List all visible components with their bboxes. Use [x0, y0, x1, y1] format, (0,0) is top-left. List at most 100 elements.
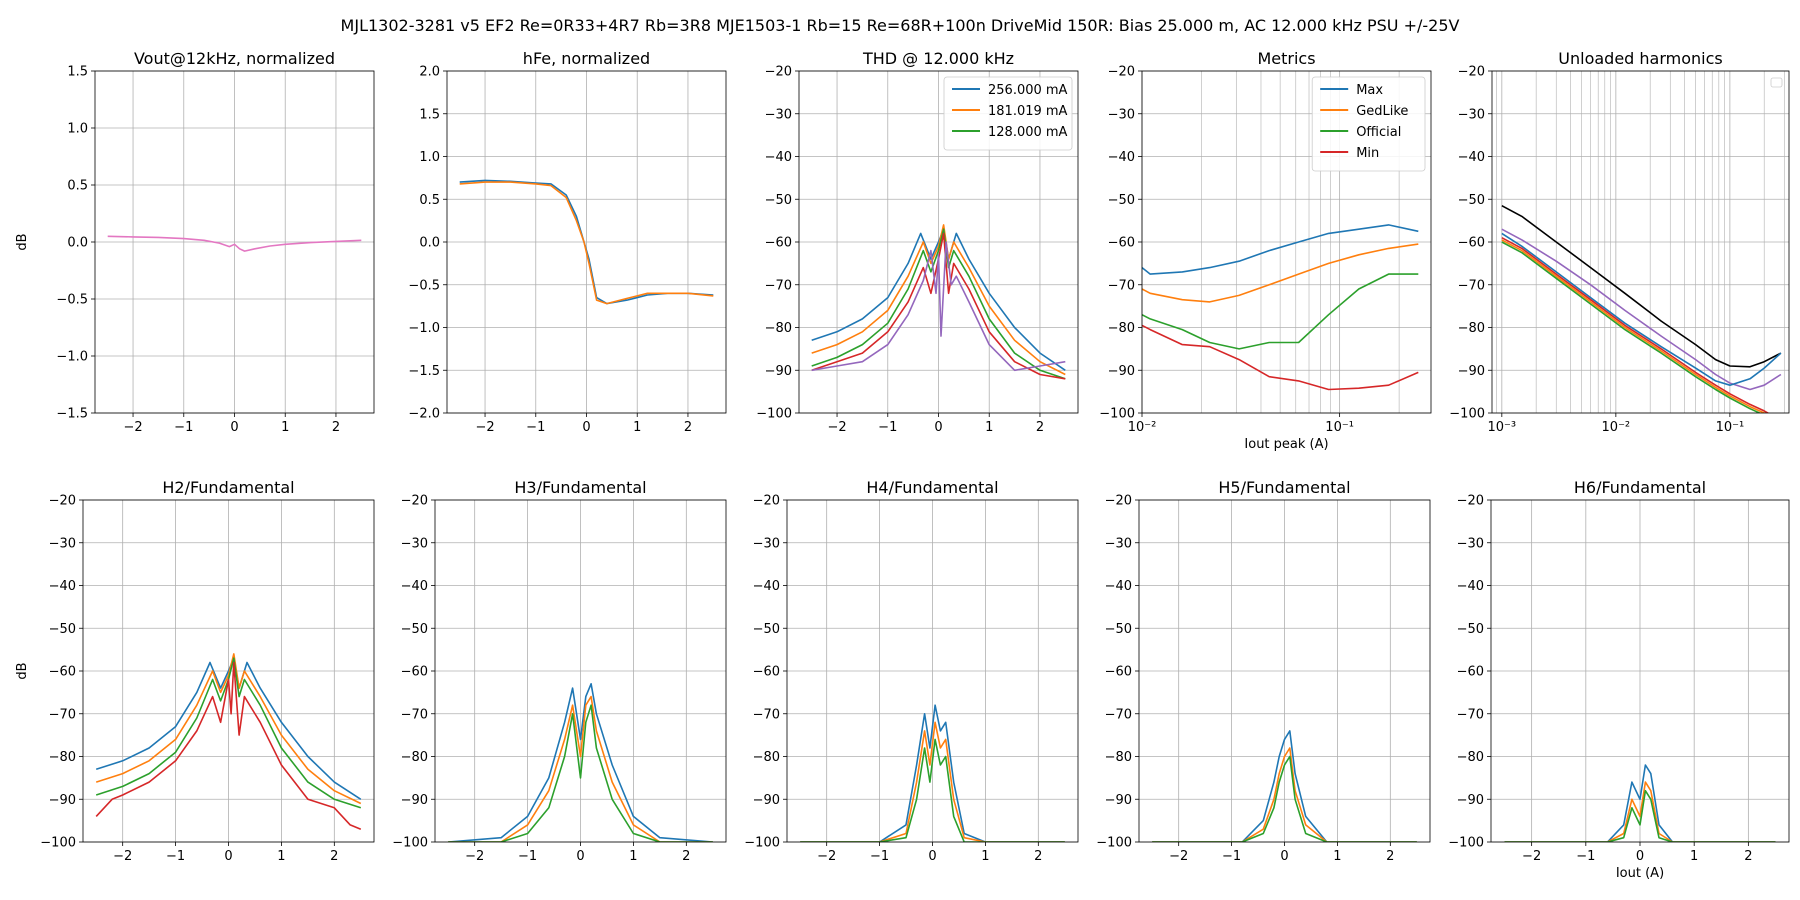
x-tick-label: 0 — [1280, 849, 1288, 864]
chart-title: THD @ 12.000 kHz — [862, 49, 1014, 68]
y-tick-label: −90 — [1458, 364, 1485, 379]
y-tick-label: −40 — [1457, 579, 1484, 594]
series-line — [1501, 239, 1767, 413]
y-tick-label: −40 — [49, 579, 76, 594]
legend-entry: GedLike — [1356, 104, 1408, 119]
y-tick-label: −80 — [49, 750, 76, 765]
series-line — [1501, 228, 1782, 391]
chart-title: H6/Fundamental — [1574, 478, 1706, 497]
grid — [83, 499, 374, 843]
y-tick-label: −40 — [765, 150, 792, 165]
series-line — [800, 721, 1065, 842]
y-tick-label: −2.0 — [408, 407, 440, 422]
y-tick-label: −70 — [753, 707, 780, 722]
x-tick-label: −1 — [1576, 849, 1595, 864]
y-tick-label: −100 — [744, 836, 780, 851]
x-tick-label: 2 — [1386, 849, 1394, 864]
series-group — [107, 235, 362, 252]
chart-vout: −2 −1 0 1 2 −1.5 −1.0 −0.5 0.0 0.5 1.0 1.5 Vout@12kH… — [15, 49, 375, 435]
y-tick-label: −20 — [1108, 65, 1135, 80]
x-tick-label: −2 — [817, 849, 836, 864]
y-tick-label: −40 — [753, 579, 780, 594]
series-line — [448, 704, 713, 842]
grid — [1139, 499, 1430, 843]
series-line — [95, 661, 362, 830]
y-tick-label: −100 — [40, 836, 76, 851]
x-tick-label: 0 — [230, 420, 238, 435]
y-tick-label: −80 — [1457, 750, 1484, 765]
y-tick-label: −20 — [765, 65, 792, 80]
y-tick-label: −30 — [765, 107, 792, 122]
y-tick-label: −60 — [49, 665, 76, 680]
chart-h5: −2 −1 0 1 2 −100 −90 −80 −70 −60 −50 −40 −30 −20 H5/Fu… — [1096, 478, 1431, 864]
y-tick-label: −20 — [1458, 65, 1485, 80]
x-tick-label: 1 — [985, 420, 993, 435]
chart-hfe: −2 −1 0 1 2 −2.0 −1.5 −1.0 −0.5 0.0 0.5 1.0 1.5 2.0 hF… — [408, 49, 727, 435]
x-tick-label: 1 — [1333, 849, 1341, 864]
series-group — [800, 704, 1065, 842]
y-tick-label: 2.0 — [419, 65, 440, 80]
y-tick-label: −50 — [1457, 622, 1484, 637]
y-tick-label: −80 — [1458, 321, 1485, 336]
y-tick-label: −1.0 — [408, 321, 440, 336]
y-tick-label: −20 — [753, 494, 780, 509]
x-tick-label: −1 — [174, 420, 193, 435]
chart-title: H4/Fundamental — [866, 478, 998, 497]
y-tick-label: −70 — [1108, 278, 1135, 293]
y-tick-label: −90 — [401, 793, 428, 808]
series-line — [95, 657, 362, 809]
y-tick-label: −40 — [401, 579, 428, 594]
chart-title: Unloaded harmonics — [1558, 49, 1722, 68]
x-tick-label: −2 — [123, 420, 142, 435]
y-tick-label: −70 — [1105, 707, 1132, 722]
series-group — [1142, 224, 1419, 391]
y-tick-label: −50 — [401, 622, 428, 637]
y-tick-label: −60 — [1457, 665, 1484, 680]
chart-metrics: 10⁻² 10⁻¹ −100 −90 −80 −70 −60 −50 −40 −30 −20 Metr… — [1099, 49, 1432, 452]
series-group — [1501, 204, 1782, 413]
chart-h6: −2 −1 0 1 2 −100 −90 −80 −70 −60 −50 −40 −30 −20 H6/Fu… — [1448, 478, 1790, 881]
y-tick-label: −60 — [1108, 236, 1135, 251]
y-tick-label: −30 — [753, 536, 780, 551]
y-tick-label: −70 — [1458, 278, 1485, 293]
y-tick-label: −30 — [1108, 107, 1135, 122]
y-tick-label: −30 — [1458, 107, 1485, 122]
y-tick-label: 1.5 — [419, 107, 440, 122]
chart-h3: −2 −1 0 1 2 −100 −90 −80 −70 −60 −50 −40 −30 −20 H3/Fu… — [392, 478, 727, 864]
y-tick-label: −60 — [753, 665, 780, 680]
x-tick-label: −1 — [878, 420, 897, 435]
y-tick-label: 0.0 — [67, 236, 88, 251]
y-tick-label: −50 — [1108, 193, 1135, 208]
series-line — [800, 704, 1065, 842]
series-group — [811, 224, 1066, 380]
x-tick-label: −2 — [465, 849, 484, 864]
x-tick-label: 2 — [684, 420, 692, 435]
y-tick-label: −100 — [1449, 407, 1485, 422]
chart-title: Vout@12kHz, normalized — [134, 49, 335, 68]
series-line — [107, 235, 362, 252]
legend-entry: Min — [1356, 146, 1379, 161]
y-tick-label: −60 — [1105, 665, 1132, 680]
x-tick-label: 10⁻¹ — [1325, 420, 1354, 435]
y-tick-label: −60 — [765, 236, 792, 251]
series-line — [95, 653, 362, 805]
grid — [1492, 70, 1789, 414]
x-tick-label: 1 — [633, 420, 641, 435]
x-tick-label: −2 — [827, 420, 846, 435]
x-tick-label: 0 — [576, 849, 584, 864]
x-tick-label: 2 — [330, 849, 338, 864]
series-group — [448, 682, 713, 842]
series-line — [811, 228, 1066, 380]
y-tick-label: −100 — [1448, 836, 1484, 851]
series-line — [448, 682, 713, 842]
legend-entry: 256.000 mA — [988, 83, 1068, 98]
x-tick-label: −1 — [526, 420, 545, 435]
x-tick-label: 1 — [281, 420, 289, 435]
legend: 256.000 mA 181.019 mA 128.000 mA — [943, 76, 1073, 151]
y-tick-label: −90 — [765, 364, 792, 379]
x-tick-label: −1 — [518, 849, 537, 864]
y-tick-label: −80 — [765, 321, 792, 336]
x-tick-label: 1 — [981, 849, 989, 864]
series-line — [1501, 232, 1782, 387]
